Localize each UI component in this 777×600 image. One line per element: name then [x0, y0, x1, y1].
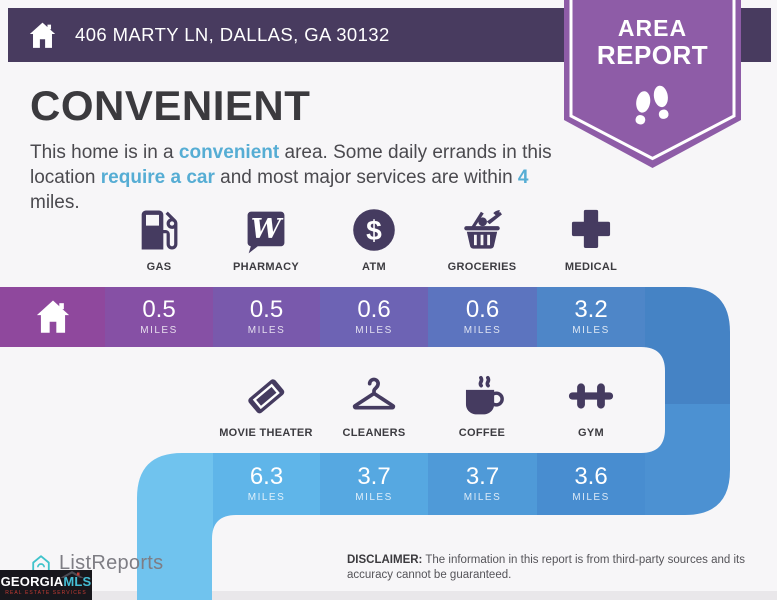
distance-atm: 0.6 MILES: [355, 296, 393, 337]
distance-groceries: 0.6 MILES: [463, 296, 502, 337]
amenity-groceries: GROCERIES: [428, 204, 536, 273]
listreports-wordmark: ListReports: [59, 552, 164, 574]
route-home-icon: [0, 287, 105, 347]
svg-text:W: W: [251, 214, 284, 245]
mls-tagline: REAL ESTATE SERVICES: [5, 589, 87, 596]
bottom-strip: [0, 591, 777, 600]
georgia-mls-logo: GEORGIAMLS REAL ESTATE SERVICES: [0, 570, 92, 600]
amenity-medical: MEDICAL: [537, 204, 645, 273]
distance-gym: 3.6 MILES: [572, 463, 610, 504]
footprints-icon: [635, 85, 669, 125]
home-icon: [29, 22, 56, 48]
ticket-icon: [248, 379, 285, 414]
amenity-gym: GYM: [537, 370, 645, 439]
highlight-require-car: require a car: [100, 167, 215, 188]
amenity-pharmacy: W PHARMACY: [212, 204, 320, 273]
property-address: 406 MARTY LN, DALLAS, GA 30132: [75, 24, 390, 45]
dumbbell-icon: [568, 383, 614, 409]
disclaimer: DISCLAIMER: The information in this repo…: [347, 554, 745, 581]
coffee-cup-icon: [465, 375, 504, 415]
distance-coffee: 3.7 MILES: [463, 463, 502, 504]
distance-medical: 3.2 MILES: [572, 296, 610, 337]
distance-movie-theater: 6.3 MILES: [247, 463, 286, 504]
amenity-cleaners: CLEANERS: [320, 370, 428, 439]
amenity-gas: GAS: [105, 204, 213, 273]
description: This home is in a convenient area. Some …: [30, 142, 552, 213]
atm-dollar-icon: $: [353, 209, 395, 251]
distance-cleaners: 3.7 MILES: [355, 463, 393, 504]
grocery-basket-icon: [464, 210, 502, 249]
hanger-icon: [352, 377, 396, 410]
medical-cross-icon: [571, 209, 611, 248]
highlight-convenient: convenient: [178, 142, 280, 163]
badge-shield: [564, 0, 741, 168]
mls-roof-icon: [60, 571, 84, 578]
amenity-atm: $ ATM: [320, 204, 428, 273]
pharmacy-icon: W: [247, 211, 285, 254]
page-title: CONVENIENT: [30, 82, 311, 129]
distance-gas: 0.5 MILES: [140, 296, 178, 337]
svg-text:$: $: [366, 215, 382, 246]
highlight-miles: 4: [517, 167, 529, 188]
badge-title: AREA REPORT: [596, 15, 709, 70]
amenity-movie-theater: MOVIE THEATER: [212, 370, 320, 439]
mls-name: GEORGIAMLS: [0, 573, 92, 589]
gas-pump-icon: [141, 210, 178, 250]
distance-pharmacy: 0.5 MILES: [247, 296, 286, 337]
area-report-badge: AREA REPORT: [564, 0, 741, 172]
amenity-coffee: COFFEE: [428, 370, 536, 439]
